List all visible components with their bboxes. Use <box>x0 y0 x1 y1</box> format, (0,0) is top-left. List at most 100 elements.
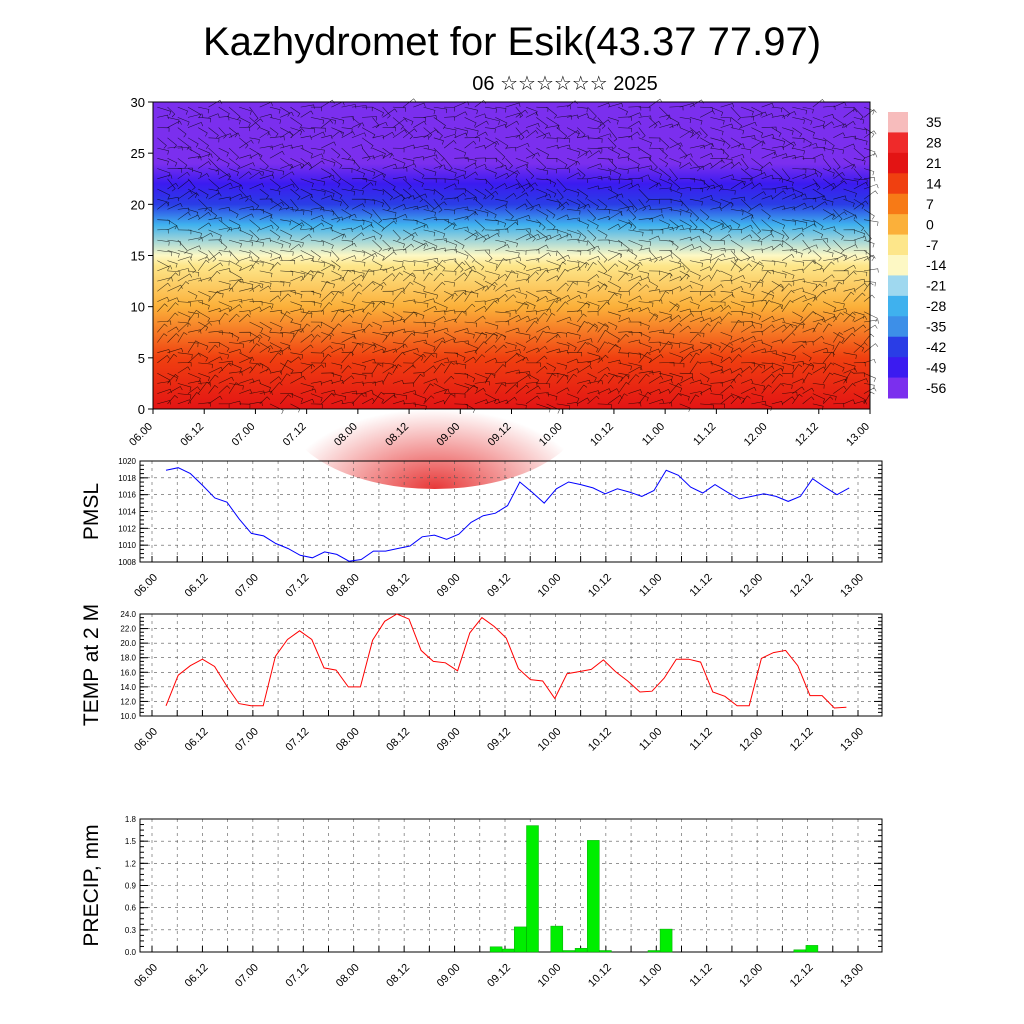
wind-barb <box>699 323 711 333</box>
wind-barb <box>505 209 514 220</box>
wind-barb <box>781 396 795 405</box>
wind-barb <box>269 219 280 231</box>
wind-barb <box>208 291 224 298</box>
wind-barb <box>187 178 196 191</box>
wind-barb <box>392 352 406 364</box>
wind-barb <box>392 343 408 353</box>
wind-barb <box>218 250 232 257</box>
wind-barb <box>730 286 744 292</box>
wind-barb <box>761 350 777 355</box>
wind-barb <box>505 309 517 314</box>
wind-barb <box>515 183 531 190</box>
wind-barb <box>669 178 681 191</box>
wind-barb <box>300 147 313 158</box>
wind-barb <box>577 260 588 268</box>
wind-barb <box>741 256 755 261</box>
wind-barb <box>157 265 173 272</box>
wind-barb <box>495 147 506 160</box>
wind-barb <box>402 243 414 251</box>
wind-barb <box>228 168 239 177</box>
wind-barb <box>536 127 547 139</box>
wind-barb <box>679 270 690 280</box>
wind-barb <box>177 281 190 292</box>
wind-barb <box>290 209 305 216</box>
x-tick-label: 07.00 <box>230 421 258 449</box>
wind-barb <box>208 270 221 282</box>
wind-barb <box>577 178 588 183</box>
wind-barb <box>321 134 333 140</box>
wind-barb <box>556 115 573 120</box>
wind-barb <box>648 299 663 304</box>
wind-barb <box>863 127 875 138</box>
wind-barb <box>781 332 796 343</box>
wind-barb <box>505 314 521 323</box>
wind-barb <box>792 117 805 124</box>
wind-barb <box>269 280 285 287</box>
wind-barb <box>853 378 869 384</box>
wind-barb <box>618 168 629 174</box>
wind-barb <box>208 344 219 353</box>
wind-barb <box>198 153 213 159</box>
wind-barb <box>310 147 325 155</box>
wind-barb <box>792 250 803 258</box>
wind-barb <box>228 127 238 138</box>
wind-barb <box>607 332 620 343</box>
wind-barb <box>495 137 509 150</box>
wind-barb <box>802 341 814 346</box>
wind-barb <box>782 178 794 187</box>
wind-barb <box>259 214 273 220</box>
wind-barb <box>341 116 354 121</box>
wind-barb <box>863 358 876 364</box>
wind-barb <box>403 402 416 407</box>
wind-barb <box>433 158 443 169</box>
wind-barb <box>638 229 653 235</box>
wind-barb <box>659 250 672 255</box>
wind-barb <box>392 214 408 220</box>
wind-barb <box>239 356 255 364</box>
wind-barb <box>443 219 456 229</box>
wind-barb <box>197 259 210 272</box>
wind-barb <box>679 325 691 333</box>
wind-barb <box>843 239 856 245</box>
wind-barb <box>157 198 170 207</box>
wind-barb <box>751 348 767 353</box>
wind-barb <box>157 333 168 343</box>
wind-barb <box>792 268 804 274</box>
wind-barb <box>515 357 529 364</box>
wind-barb <box>546 219 556 231</box>
wind-barb <box>433 188 444 200</box>
wind-barb <box>290 188 301 201</box>
x-tick-label: 10.12 <box>586 726 614 754</box>
x-tick-label: 11.12 <box>687 726 714 753</box>
wind-barb <box>730 354 742 364</box>
wind-barb <box>556 387 570 394</box>
wind-barb <box>751 172 767 180</box>
wind-barb <box>321 389 336 395</box>
wind-barb <box>730 260 742 273</box>
wind-barb <box>290 199 299 212</box>
wind-barb <box>157 250 173 257</box>
wind-barb <box>782 391 798 397</box>
wind-barb <box>167 168 182 173</box>
wind-barb <box>198 382 211 387</box>
wind-barb <box>843 135 857 141</box>
wind-barb <box>464 106 478 115</box>
wind-barb <box>433 383 447 394</box>
wind-barb <box>310 364 325 374</box>
wind-barb <box>208 127 219 139</box>
wind-barb <box>218 280 231 289</box>
wind-barb <box>740 224 753 231</box>
wind-barb <box>618 249 633 254</box>
wind-barb <box>710 147 725 155</box>
wind-barb <box>792 202 807 210</box>
wind-barb <box>413 373 424 384</box>
colorbar-label: -7 <box>926 237 939 253</box>
wind-barb <box>536 355 548 364</box>
wind-barb <box>320 302 333 312</box>
wind-barb <box>392 328 406 333</box>
wind-barb <box>464 188 477 201</box>
wind-barb <box>699 229 713 241</box>
wind-barb <box>403 158 415 165</box>
wind-barb <box>392 129 408 139</box>
wind-barb <box>280 163 294 169</box>
